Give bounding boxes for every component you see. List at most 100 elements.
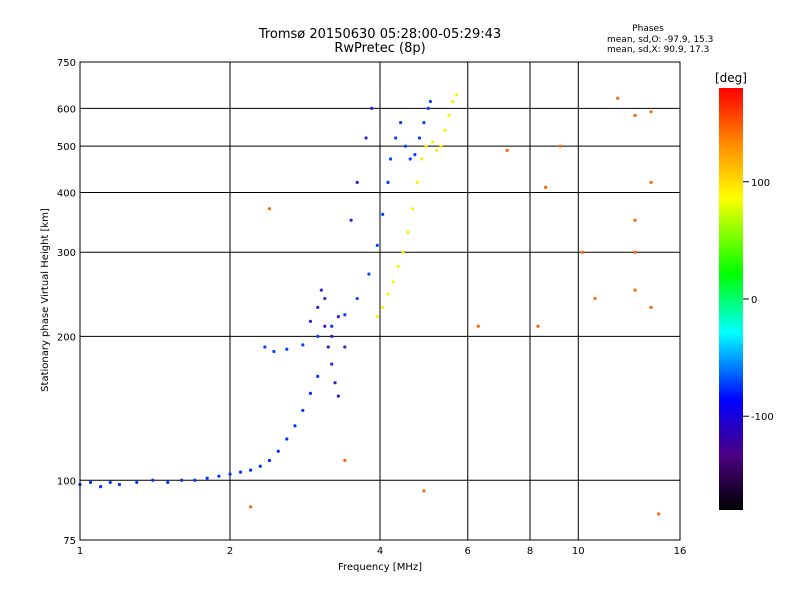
data-point [386,180,390,184]
data-point [336,315,340,319]
data-point [399,121,403,125]
data-point [285,347,289,351]
stats-line-x: mean, sd,X: 90.9, 17.3 [607,45,709,55]
data-point [349,218,353,222]
data-point [657,512,661,516]
data-point [476,324,480,328]
data-point [633,288,637,292]
x-axis-ticks: 1 2 4 6 8 10 16 [77,546,687,557]
x-tick-label: 2 [227,546,233,557]
data-point [649,180,653,184]
data-point [381,305,385,309]
data-point [205,476,209,480]
data-point [396,264,400,269]
data-point [439,144,443,148]
x-tick-label: 6 [465,546,471,557]
data-point [117,482,122,487]
colorbar-ticks: 100 0 -100 [743,178,774,423]
data-point [336,394,340,398]
data-point [426,106,430,110]
data-point [422,489,426,493]
data-point [308,391,313,395]
data-point [316,374,320,378]
stats-line-o: mean, sd,O: -97.9, 15.3 [607,35,713,45]
data-point [367,272,371,276]
x-tick-label: 8 [527,546,533,557]
stats-heading: Phases [632,24,664,34]
x-axis-label: Frequency [MHz] [338,562,422,573]
data-point [375,243,379,248]
data-point [151,478,155,482]
data-point [593,296,597,301]
data-point [505,148,509,152]
data-point [455,93,459,97]
data-point [580,250,585,254]
data-point [333,381,337,385]
data-point [276,449,280,453]
data-point [330,334,334,338]
data-point [364,136,368,140]
y-tick-label: 600 [57,104,76,115]
data-point [88,480,93,484]
data-point [108,480,112,484]
data-point [343,313,347,317]
data-point [326,345,330,349]
data-point [616,96,620,100]
data-point [420,157,424,161]
x-tick-label: 4 [377,546,383,557]
y-tick-label: 100 [57,476,76,487]
data-point [308,319,313,323]
data-point [258,464,262,468]
data-point [249,468,253,472]
data-point [316,334,320,338]
y-tick-label: 75 [63,536,76,547]
data-point [193,478,197,482]
data-point [301,343,305,347]
x-tick-label: 16 [674,546,687,557]
colorbar-tick-label: 100 [751,178,770,189]
data-point [272,349,276,354]
data-point [424,144,428,148]
data-point [415,180,419,184]
data-point [422,121,426,125]
data-point [355,180,359,184]
data-point [633,218,637,222]
colorbar-tick-label: -100 [751,412,774,423]
data-point [536,324,540,328]
data-point [408,157,412,161]
y-tick-label: 200 [57,332,76,343]
data-point [166,480,170,484]
data-point [417,136,422,140]
data-point [267,207,272,211]
y-tick-label: 400 [57,188,76,199]
y-axis-ticks: 75 100 200 300 400 500 600 750 [57,58,76,547]
x-tick-label: 10 [572,546,585,557]
data-point [135,480,139,484]
grid [80,62,680,540]
data-point [410,207,415,211]
y-tick-label: 750 [57,58,76,69]
data-point [649,110,653,114]
data-point [649,305,653,309]
data-point [381,212,385,216]
data-point [330,362,334,366]
y-tick-label: 300 [57,248,76,259]
data-point [217,474,221,478]
data-point [394,136,398,140]
data-point [391,280,395,284]
y-axis-label: Stationary phase Virtual Height [km] [40,208,51,392]
data-point [435,148,439,152]
colorbar-tick-label: 0 [751,295,757,306]
data-point [319,288,323,292]
data-points [78,93,661,516]
data-point [263,345,267,349]
data-point [388,157,393,161]
data-point [633,113,637,117]
data-point [544,185,548,189]
data-point [370,106,374,110]
data-point [293,424,297,428]
colorbar-label: [deg] [715,71,747,85]
data-point [301,408,305,413]
data-point [633,250,637,254]
data-point [413,153,417,157]
